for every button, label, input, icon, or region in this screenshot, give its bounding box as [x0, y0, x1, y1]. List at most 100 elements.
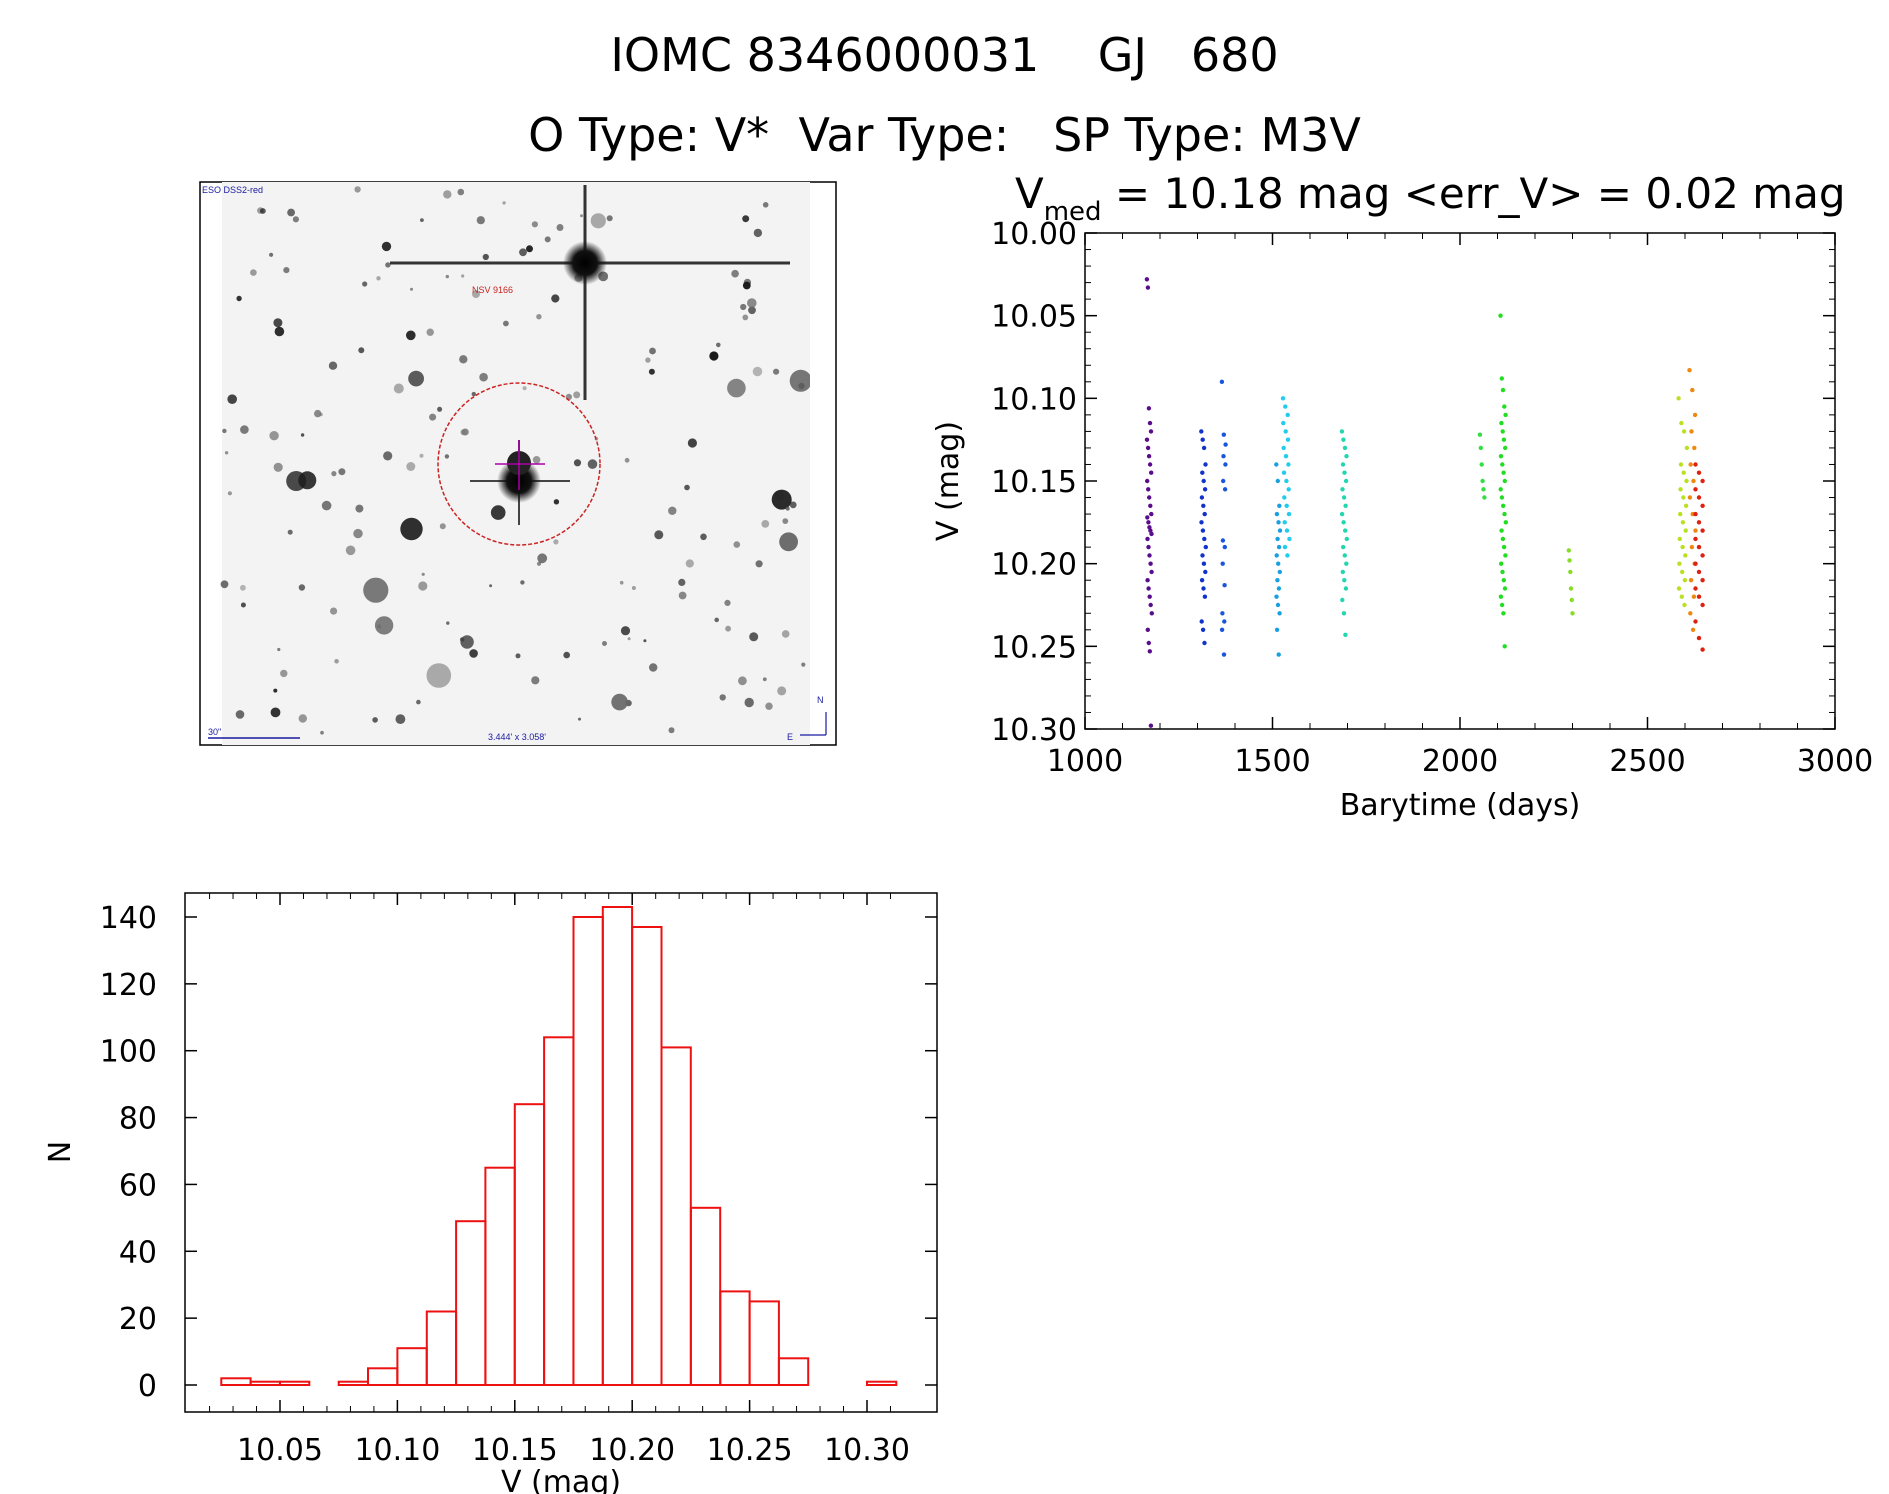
- data-point: [1219, 627, 1225, 632]
- field-star: [602, 641, 607, 646]
- histogram-bar: [660, 1046, 692, 1387]
- data-point: [1203, 569, 1208, 575]
- series-group-2060: [1477, 432, 1487, 500]
- field-star: [789, 501, 797, 509]
- data-point: [1284, 503, 1289, 508]
- vartype-label: Var Type:: [798, 108, 1010, 162]
- histogram-bar: [367, 1367, 399, 1387]
- data-point: [1688, 611, 1693, 616]
- data-point: [1341, 437, 1346, 442]
- data-point: [1499, 528, 1504, 533]
- data-point: [1340, 569, 1346, 575]
- data-point: [1145, 285, 1151, 290]
- data-point: [1700, 602, 1705, 608]
- data-point: [1677, 561, 1682, 566]
- data-point: [1499, 420, 1504, 426]
- data-point: [1201, 586, 1206, 591]
- field-star: [731, 269, 739, 278]
- field-star: [742, 281, 751, 290]
- field-star: [742, 314, 749, 321]
- data-point: [1503, 412, 1508, 418]
- field-star: [709, 351, 719, 361]
- data-point: [1276, 561, 1281, 566]
- data-point: [1146, 640, 1152, 646]
- data-point: [1283, 404, 1288, 409]
- field-star: [520, 580, 525, 585]
- data-point: [1203, 462, 1208, 467]
- field-star: [381, 241, 392, 252]
- field-star: [277, 647, 281, 652]
- data-point: [1148, 561, 1153, 566]
- data-point: [1281, 470, 1287, 475]
- field-star: [376, 276, 381, 281]
- histogram-bar: [513, 1103, 546, 1386]
- star-catalog: GJ: [1097, 28, 1147, 82]
- field-star: [472, 290, 480, 299]
- object-label: NSV 9166: [472, 285, 513, 295]
- field-star: [643, 639, 647, 643]
- field-star: [775, 490, 785, 501]
- histogram-bar: [484, 1166, 516, 1386]
- data-point: [1146, 544, 1151, 550]
- series-group-2295: [1566, 548, 1575, 616]
- data-point: [1683, 503, 1689, 508]
- histogram-bar: [455, 1220, 487, 1386]
- field-star: [727, 378, 746, 398]
- data-point: [1145, 536, 1150, 542]
- data-point: [1340, 597, 1345, 603]
- sky-image: ESO DSS2-red NSV 9166 30" 3.444' x 3.058…: [199, 181, 837, 746]
- data-point: [1480, 478, 1485, 484]
- data-point: [1677, 536, 1683, 542]
- data-point: [1342, 470, 1347, 475]
- data-point: [1285, 412, 1290, 418]
- histogram-bar: [249, 1380, 281, 1386]
- field-star: [439, 523, 446, 530]
- field-star: [649, 663, 658, 672]
- data-point: [1276, 586, 1282, 591]
- compass-icon: N E: [787, 695, 827, 742]
- figure-title-line-2: O Type: V* Var Type: SP Type: M3V: [0, 108, 1889, 162]
- field-star: [338, 468, 346, 476]
- data-point: [1680, 544, 1685, 550]
- starfield: [220, 186, 810, 735]
- target-circle: [437, 382, 601, 546]
- series-group-1515: [1274, 462, 1283, 657]
- histogram-bar: [748, 1300, 780, 1387]
- field-star: [648, 368, 655, 375]
- data-point: [1282, 544, 1288, 550]
- field-star: [536, 314, 542, 320]
- data-point: [1201, 503, 1206, 508]
- data-point: [1502, 644, 1507, 649]
- field-star: [654, 530, 664, 540]
- data-point: [1147, 594, 1152, 599]
- x-tick-label: 3000: [1797, 744, 1873, 779]
- north-label: N: [817, 695, 824, 705]
- field-star: [429, 413, 437, 421]
- field-star: [443, 190, 452, 199]
- data-point: [1277, 528, 1283, 533]
- data-point: [1275, 478, 1281, 484]
- x-tick-label: 2000: [1422, 744, 1498, 779]
- data-point: [1199, 619, 1204, 624]
- scale-label: 30": [208, 727, 221, 737]
- data-point: [1696, 569, 1702, 575]
- x-tick-label: 10.20: [589, 1433, 675, 1468]
- series-group-1320: [1199, 429, 1209, 646]
- field-star: [544, 236, 551, 243]
- data-point: [1482, 495, 1487, 500]
- data-point: [1222, 619, 1227, 624]
- field-star: [224, 451, 229, 455]
- data-point: [1501, 611, 1506, 616]
- figure-title-line-1: IOMC 8346000031 GJ 680: [0, 28, 1889, 82]
- data-point: [1286, 462, 1291, 467]
- data-point: [1342, 445, 1348, 451]
- histogram-bar: [543, 1036, 575, 1387]
- field-star: [354, 186, 361, 193]
- x-tick-label: 10.25: [707, 1433, 793, 1468]
- field-star: [227, 394, 237, 405]
- field-star: [762, 202, 769, 208]
- data-point: [1696, 544, 1702, 550]
- data-point: [1221, 478, 1226, 484]
- data-point: [1286, 511, 1292, 517]
- otype-value: V*: [714, 108, 770, 162]
